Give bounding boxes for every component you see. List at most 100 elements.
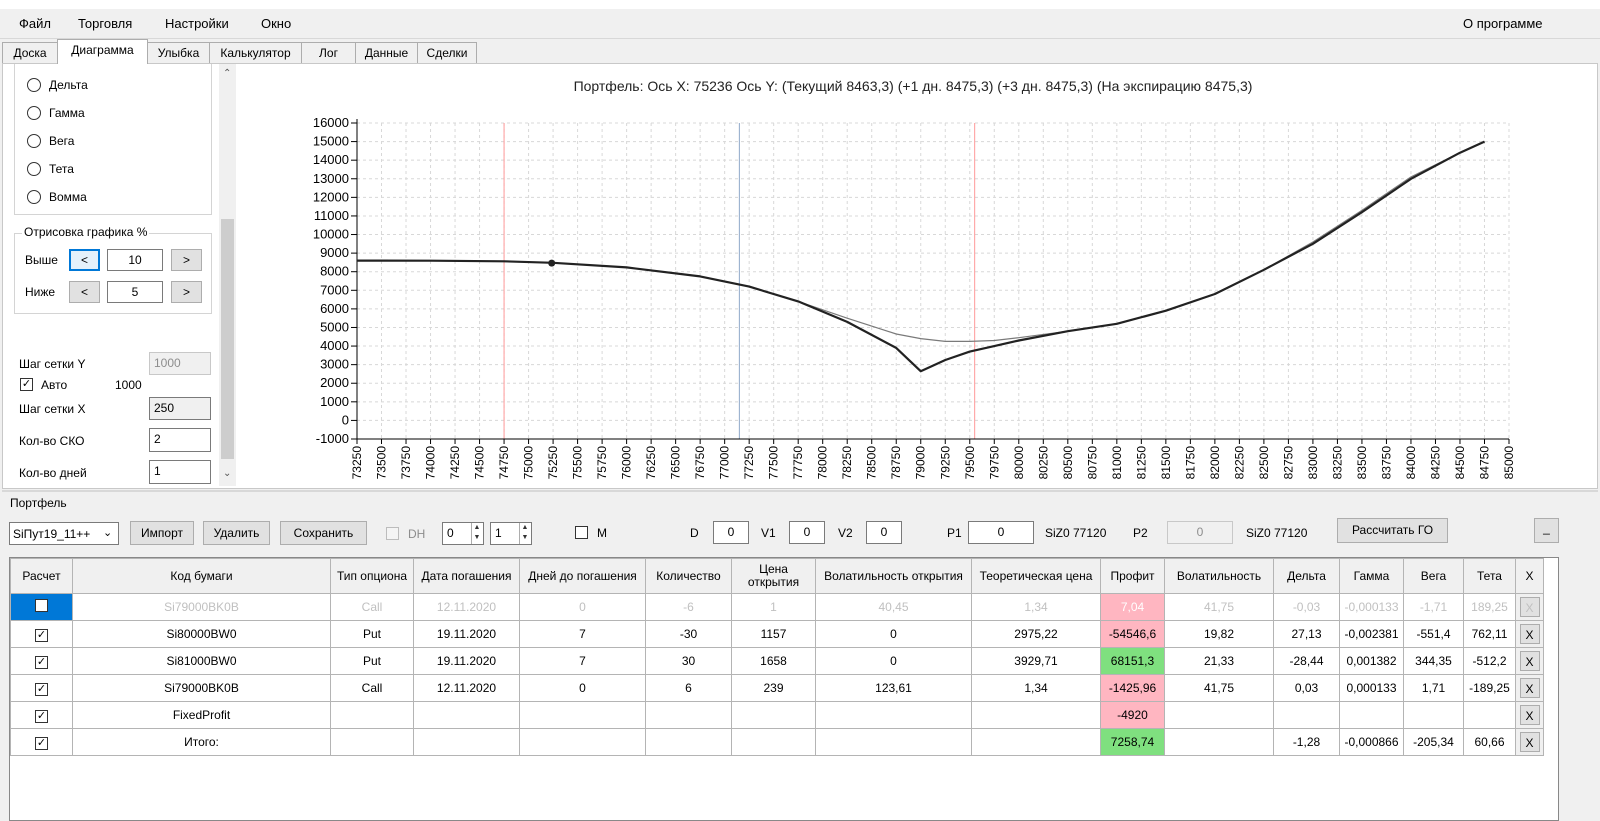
col-calc-cell[interactable]: ✓ <box>10 728 73 756</box>
table-row[interactable]: ✓ FixedProfit -4920 X <box>10 701 1544 729</box>
dh-checkbox[interactable] <box>386 527 399 540</box>
sko-label: Кол-во СКО <box>19 434 85 448</box>
col-open-price-header[interactable]: Цена открытия <box>731 558 816 594</box>
delete-button[interactable]: Удалить <box>203 521 270 545</box>
remove-row-button[interactable]: X <box>1519 732 1540 752</box>
calc-go-button[interactable]: Рассчитать ГО <box>1337 518 1448 543</box>
col-calc-cell[interactable] <box>10 593 73 621</box>
days-field[interactable]: 1 <box>149 460 211 484</box>
col-remove-cell[interactable]: X <box>1515 674 1544 702</box>
sko-field[interactable]: 2 <box>149 428 211 452</box>
col-delta-header[interactable]: Дельта <box>1273 558 1340 594</box>
remove-row-button[interactable]: X <box>1519 597 1540 617</box>
row-checkbox[interactable]: ✓ <box>35 628 48 642</box>
scroll-down-icon[interactable]: ⌄ <box>223 468 232 479</box>
col-code-header[interactable]: Код бумаги <box>72 558 331 594</box>
col-remove-header[interactable]: X <box>1515 558 1544 594</box>
col-gamma-header[interactable]: Гамма <box>1339 558 1404 594</box>
remove-row-button[interactable]: X <box>1519 678 1540 698</box>
col-profit-header[interactable]: Профит <box>1100 558 1165 594</box>
radio-delta[interactable] <box>27 78 41 92</box>
row-checkbox[interactable]: ✓ <box>35 682 48 696</box>
col-theta-header[interactable]: Тета <box>1463 558 1516 594</box>
menu-file[interactable]: Файл <box>19 16 51 31</box>
remove-row-button[interactable]: X <box>1519 705 1540 725</box>
col-volatility-header[interactable]: Волатильность <box>1164 558 1274 594</box>
minimize-portfolio-button[interactable]: _ <box>1534 518 1559 543</box>
m-checkbox[interactable] <box>575 526 588 539</box>
menu-about[interactable]: О программе <box>1463 16 1543 31</box>
col-remove-cell[interactable]: X <box>1515 701 1544 729</box>
row-checkbox[interactable]: ✓ <box>35 709 48 723</box>
radio-theta[interactable] <box>27 162 41 176</box>
col-calc-cell[interactable]: ✓ <box>10 674 73 702</box>
table-row[interactable]: ✓ Итого: 7258,74 -1,28 -0,000866 -205,34 60,66… <box>10 728 1544 756</box>
col-calc-cell[interactable]: ✓ <box>10 620 73 648</box>
save-button[interactable]: Сохранить <box>280 521 367 545</box>
below-increase-button[interactable]: > <box>171 281 202 303</box>
tab-data[interactable]: Данные <box>355 42 418 63</box>
tab-log[interactable]: Лог <box>301 42 356 63</box>
grid-x-field[interactable]: 250 <box>149 397 211 420</box>
tab-calculator[interactable]: Калькулятор <box>209 42 302 63</box>
col-remove-cell[interactable]: X <box>1515 593 1544 621</box>
col-remove-cell[interactable]: X <box>1515 620 1544 648</box>
d-field[interactable]: 0 <box>713 521 749 544</box>
col-option-type-header[interactable]: Тип опциона <box>330 558 414 594</box>
col-expiry-date-header[interactable]: Дата погашения <box>413 558 520 594</box>
col-days-to-expiry-header[interactable]: Дней до погашения <box>519 558 646 594</box>
left-panel-scrollbar[interactable]: ⌃ ⌄ <box>219 64 236 486</box>
row-checkbox[interactable] <box>35 599 48 612</box>
tab-board[interactable]: Доска <box>2 42 58 63</box>
row-checkbox[interactable]: ✓ <box>35 736 48 750</box>
menu-trade[interactable]: Торговля <box>78 16 133 31</box>
portfolio-grid[interactable]: Расчет Код бумаги Тип опциона Дата погашени… <box>9 557 1559 821</box>
spin-2-arrows-icon[interactable]: ▲ ▼ <box>519 523 530 544</box>
table-row[interactable]: Si79000BK0B Call 12.11.2020 0 -6 1 40,45 1,34 7,… <box>10 593 1544 621</box>
spin-field-2[interactable]: 1 ▲ ▼ <box>490 522 532 545</box>
scroll-up-icon[interactable]: ⌃ <box>223 68 232 79</box>
table-row[interactable]: ✓ Si81000BW0 Put 19.11.2020 7 30 1658 0 3929,71 6… <box>10 647 1544 675</box>
col-remove-cell[interactable]: X <box>1515 728 1544 756</box>
menu-settings[interactable]: Настройки <box>165 16 229 31</box>
table-row[interactable]: ✓ Si80000BW0 Put 19.11.2020 7 -30 1157 0 2975,22… <box>10 620 1544 648</box>
remove-row-button[interactable]: X <box>1519 651 1540 671</box>
row-checkbox[interactable]: ✓ <box>35 655 48 669</box>
above-increase-button[interactable]: > <box>171 249 202 271</box>
remove-row-button[interactable]: X <box>1519 624 1540 644</box>
above-decrease-button[interactable]: < <box>69 249 100 271</box>
col-remove-cell[interactable]: X <box>1515 647 1544 675</box>
col-calc-cell[interactable]: ✓ <box>10 647 73 675</box>
auto-checkbox[interactable]: ✓ <box>20 378 33 391</box>
radio-vomma[interactable] <box>27 190 41 204</box>
import-button[interactable]: Импорт <box>130 521 194 545</box>
col-theoretical-price-header[interactable]: Теоретическая цена <box>971 558 1101 594</box>
p2-field[interactable]: 0 <box>1167 521 1233 544</box>
col-quantity-header[interactable]: Количество <box>645 558 732 594</box>
tab-smile[interactable]: Улыбка <box>147 42 210 63</box>
tab-deals[interactable]: Сделки <box>417 42 477 63</box>
scroll-thumb[interactable] <box>221 219 234 459</box>
radio-vega[interactable] <box>27 134 41 148</box>
table-row[interactable]: ✓ Si79000BK0B Call 12.11.2020 0 6 239 123,61 1,3… <box>10 674 1544 702</box>
portfolio-select[interactable]: SiПут19_11++ ⌄ <box>9 522 119 545</box>
v2-field[interactable]: 0 <box>866 521 902 544</box>
tab-diagram[interactable]: Диаграмма <box>57 39 148 64</box>
col-calc-header[interactable]: Расчет <box>10 558 73 594</box>
splitter[interactable] <box>2 490 1598 492</box>
v1-field[interactable]: 0 <box>789 521 825 544</box>
spin-1-arrows-icon[interactable]: ▲ ▼ <box>471 523 482 544</box>
col-calc-cell[interactable]: ✓ <box>10 701 73 729</box>
table-header-row: Расчет Код бумаги Тип опциона Дата погашени… <box>10 558 1544 594</box>
col-vega-header[interactable]: Вега <box>1403 558 1464 594</box>
below-decrease-button[interactable]: < <box>69 281 100 303</box>
grid-y-field[interactable]: 1000 <box>149 352 211 375</box>
above-value-field[interactable]: 10 <box>107 249 163 271</box>
radio-gamma[interactable] <box>27 106 41 120</box>
p1-field[interactable]: 0 <box>968 521 1034 544</box>
col-open-volatility-header[interactable]: Волатильность открытия <box>815 558 972 594</box>
below-value-field[interactable]: 5 <box>107 281 163 303</box>
spin-field-1[interactable]: 0 ▲ ▼ <box>442 522 484 545</box>
payoff-chart[interactable]: -1000 0 1000 2000 3000 4000 5000 6000 7000 8000 90… <box>3 64 1595 486</box>
menu-window[interactable]: Окно <box>261 16 292 31</box>
